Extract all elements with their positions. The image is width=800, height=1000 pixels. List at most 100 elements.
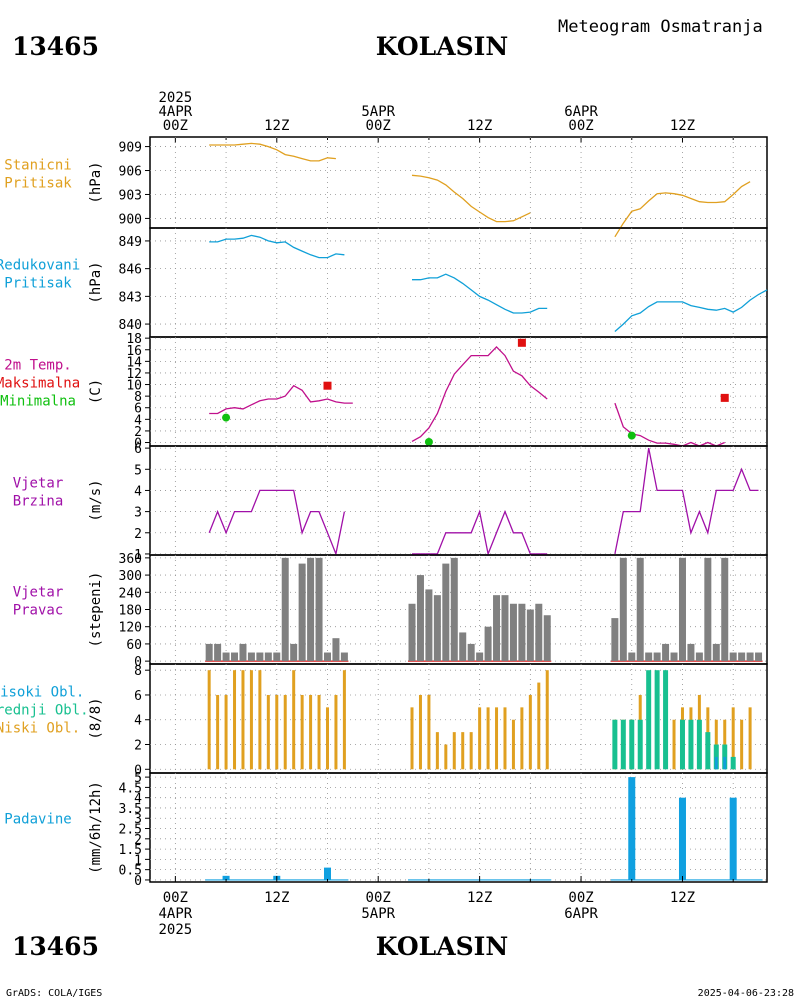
top-axis-label: 00Z bbox=[366, 118, 391, 134]
y-tick-label: 8 bbox=[134, 390, 142, 405]
cloud-bar bbox=[663, 670, 669, 770]
bottom-axis-label: 00Z bbox=[568, 890, 593, 906]
wind-dir-bar bbox=[501, 595, 509, 662]
y-tick-label: 8 bbox=[134, 664, 142, 679]
y-tick-label: 300 bbox=[119, 569, 142, 584]
panel-label: Srednji Obl. bbox=[0, 703, 89, 719]
panel-label: Pritisak bbox=[4, 176, 72, 192]
top-axis-label: 12Z bbox=[264, 118, 289, 134]
wind-dir-bar bbox=[256, 652, 264, 662]
panel-label: Vjetar bbox=[13, 476, 64, 492]
y-tick-label: 843 bbox=[119, 290, 142, 305]
wind-dir-bar bbox=[433, 595, 441, 662]
cloud-bar bbox=[216, 694, 220, 770]
y-tick-label: 6 bbox=[134, 402, 142, 417]
y-tick-label: 4 bbox=[134, 413, 142, 428]
cloud-bar bbox=[410, 707, 414, 770]
cloud-bar bbox=[258, 670, 262, 770]
precip-bar bbox=[323, 867, 331, 880]
wind-dir-bar bbox=[721, 557, 729, 662]
cloud-bar bbox=[495, 707, 499, 770]
wind-dir-bar bbox=[695, 652, 703, 662]
top-axis-label: 4APR bbox=[158, 104, 192, 120]
panel-label: 2m Temp. bbox=[4, 358, 71, 374]
top-axis-label: 12Z bbox=[467, 118, 492, 134]
station-id-top: 13465 bbox=[12, 32, 99, 61]
cloud-bar bbox=[748, 707, 752, 770]
cloud-bar bbox=[629, 719, 635, 770]
cloud-bar bbox=[723, 756, 727, 770]
cloud-bar bbox=[705, 732, 711, 770]
cloud-bar bbox=[646, 670, 652, 770]
cloud-bar bbox=[334, 694, 338, 770]
wind-dir-bar bbox=[662, 643, 670, 662]
max-temp-marker bbox=[720, 393, 729, 402]
panel-label: Vjetar bbox=[13, 585, 64, 601]
bottom-axis-label: 12Z bbox=[670, 890, 695, 906]
cloud-bar bbox=[520, 707, 524, 770]
cloud-bar bbox=[461, 732, 465, 770]
panel-label: Minimalna bbox=[0, 394, 76, 410]
wind-dir-bar bbox=[264, 652, 272, 662]
panel-frame bbox=[149, 227, 768, 338]
wind-dir-bar bbox=[704, 557, 712, 662]
wind-dir-bar bbox=[729, 652, 737, 662]
panel-frame bbox=[149, 336, 768, 447]
y-tick-label: 849 bbox=[119, 235, 142, 250]
cloud-bar bbox=[731, 707, 735, 770]
wind-dir-bar bbox=[670, 652, 678, 662]
y-axis-unit: (8/8) bbox=[88, 697, 104, 739]
cloud-bar bbox=[654, 670, 660, 770]
panel-frame bbox=[149, 772, 768, 883]
max-temp-marker bbox=[323, 381, 332, 390]
bottom-axis-label: 6APR bbox=[564, 906, 598, 922]
cloud-bar bbox=[292, 670, 296, 770]
wind-dir-bar bbox=[518, 603, 526, 662]
y-tick-label: 240 bbox=[119, 586, 142, 601]
top-axis-label: 00Z bbox=[163, 118, 188, 134]
bottom-axis-label: 4APR bbox=[158, 906, 192, 922]
cloud-bar bbox=[283, 694, 287, 770]
cloud-bar bbox=[679, 719, 685, 770]
y-axis-unit: (m/s) bbox=[88, 479, 104, 521]
y-tick-label: 14 bbox=[126, 355, 142, 370]
y-tick-label: 60 bbox=[126, 638, 142, 653]
min-temp-marker bbox=[222, 413, 231, 422]
cloud-bar bbox=[325, 707, 329, 770]
y-tick-label: 5 bbox=[134, 771, 142, 786]
cloud-bar bbox=[452, 732, 456, 770]
station-id-bottom: 13465 bbox=[12, 932, 99, 961]
y-tick-label: 0 bbox=[134, 763, 142, 778]
panel-station_pressure: 900 903 906 909 (hPa) Stanicni Pritisak bbox=[4, 136, 768, 238]
panel-label: Stanicni bbox=[4, 158, 71, 174]
y-axis-unit: (stepeni) bbox=[88, 572, 104, 648]
y-tick-label: 18 bbox=[126, 332, 142, 347]
wind-dir-bar bbox=[535, 603, 543, 662]
cloud-bar bbox=[224, 694, 228, 770]
min-temp-marker bbox=[627, 431, 636, 440]
series-line bbox=[412, 273, 548, 314]
bottom-axis-label: 12Z bbox=[264, 890, 289, 906]
y-tick-label: 0 bbox=[134, 655, 142, 670]
series-line bbox=[209, 234, 345, 259]
cloud-bar bbox=[612, 719, 618, 770]
precip-bar bbox=[628, 777, 636, 880]
y-tick-label: 180 bbox=[119, 604, 142, 619]
precip-bar bbox=[222, 875, 230, 880]
wind-dir-bar bbox=[653, 652, 661, 662]
wind-dir-bar bbox=[239, 643, 247, 662]
wind-dir-bar bbox=[273, 652, 281, 662]
panel-label: Pritisak bbox=[4, 276, 72, 292]
cloud-bar bbox=[740, 719, 744, 770]
wind-dir-bar bbox=[738, 652, 746, 662]
series-line bbox=[411, 345, 548, 442]
series-line bbox=[412, 509, 548, 557]
series-line bbox=[614, 447, 759, 555]
panel-reduced_pressure: 840 843 846 849 (hPa) Redukovani Pritisak bbox=[0, 227, 768, 338]
y-tick-label: 360 bbox=[119, 552, 142, 567]
y-axis-unit: (mm/6h/12h) bbox=[88, 781, 104, 874]
y-axis-unit: (hPa) bbox=[88, 161, 104, 203]
y-tick-label: 4 bbox=[134, 792, 142, 807]
y-tick-label: 900 bbox=[119, 212, 142, 227]
